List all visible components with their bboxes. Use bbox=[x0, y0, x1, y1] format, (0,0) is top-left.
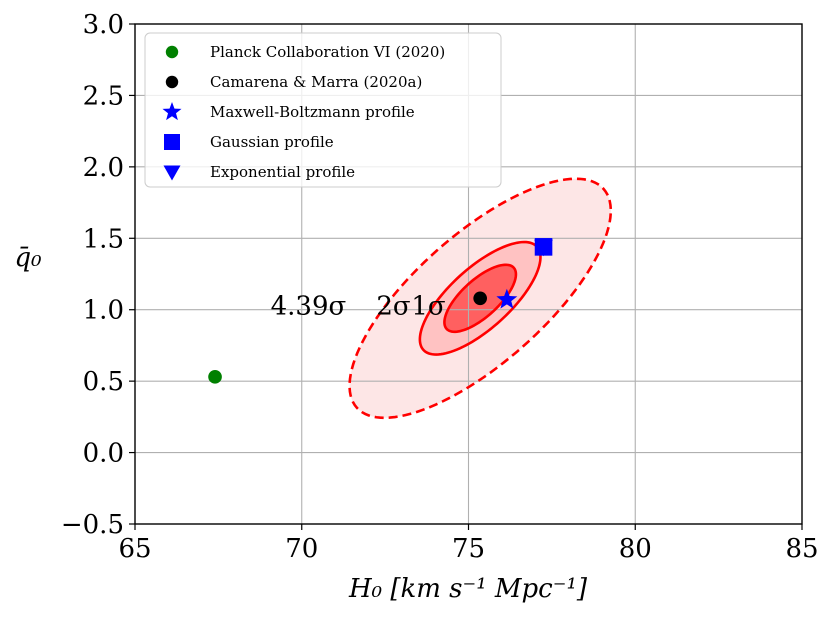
legend-marker bbox=[165, 75, 179, 89]
point-maxwell-boltzmann-profile bbox=[496, 288, 518, 309]
y-tick-label: 2.0 bbox=[83, 153, 124, 183]
legend-marker bbox=[162, 102, 182, 121]
x-tick-label: 75 bbox=[452, 534, 485, 564]
contour-label: 2σ bbox=[376, 291, 410, 321]
point-camarena-marra-2020a bbox=[473, 291, 487, 306]
legend-label: Camarena & Marra (2020a) bbox=[210, 73, 422, 91]
legend-marker bbox=[163, 165, 181, 181]
y-tick-label: 3.0 bbox=[83, 10, 124, 40]
contour-line-439 bbox=[348, 177, 613, 420]
axis-ticks: 65 70 75 80 85 −0.5 0.0 0.5 1.0 1.5 2.0 2.5 3.0 bbox=[61, 10, 819, 564]
contour-label: 4.39σ bbox=[271, 291, 347, 321]
legend-label: Planck Collaboration VI (2020) bbox=[210, 43, 445, 61]
point-exponential-profile bbox=[534, 239, 553, 257]
x-axis-title: H₀ [km s⁻¹ Mpc⁻¹] bbox=[348, 574, 588, 604]
y-tick-label: 0.5 bbox=[83, 367, 124, 397]
contour-line-1 bbox=[443, 263, 518, 334]
legend-label: Gaussian profile bbox=[210, 133, 334, 151]
y-tick-label: 0.0 bbox=[83, 439, 124, 469]
y-tick-label: 1.0 bbox=[83, 296, 124, 326]
contour-line-2 bbox=[418, 240, 542, 356]
contour-labels: 4.39σ 2σ 1σ bbox=[271, 291, 446, 321]
confidence-contour-lines bbox=[348, 177, 613, 420]
point-planck-collaboration-vi-2020 bbox=[208, 370, 222, 384]
y-tick-label: −0.5 bbox=[61, 510, 124, 540]
legend-label: Maxwell-Boltzmann profile bbox=[210, 103, 415, 121]
y-tick-label: 1.5 bbox=[83, 224, 124, 254]
legend-marker bbox=[164, 134, 180, 150]
y-tick-label: 2.5 bbox=[83, 81, 124, 111]
legend-marker bbox=[165, 45, 179, 59]
legend-box bbox=[144, 32, 502, 188]
legend-label: Exponential profile bbox=[210, 163, 355, 181]
x-tick-label: 80 bbox=[619, 534, 652, 564]
x-tick-label: 65 bbox=[118, 534, 151, 564]
data-points bbox=[208, 238, 553, 384]
x-tick-label: 70 bbox=[285, 534, 318, 564]
legend: Planck Collaboration VI (2020) Camarena &… bbox=[144, 32, 502, 188]
x-tick-label: 85 bbox=[785, 534, 818, 564]
y-axis-title: q̄₀ bbox=[14, 243, 42, 273]
contour-label: 1σ bbox=[411, 291, 445, 321]
